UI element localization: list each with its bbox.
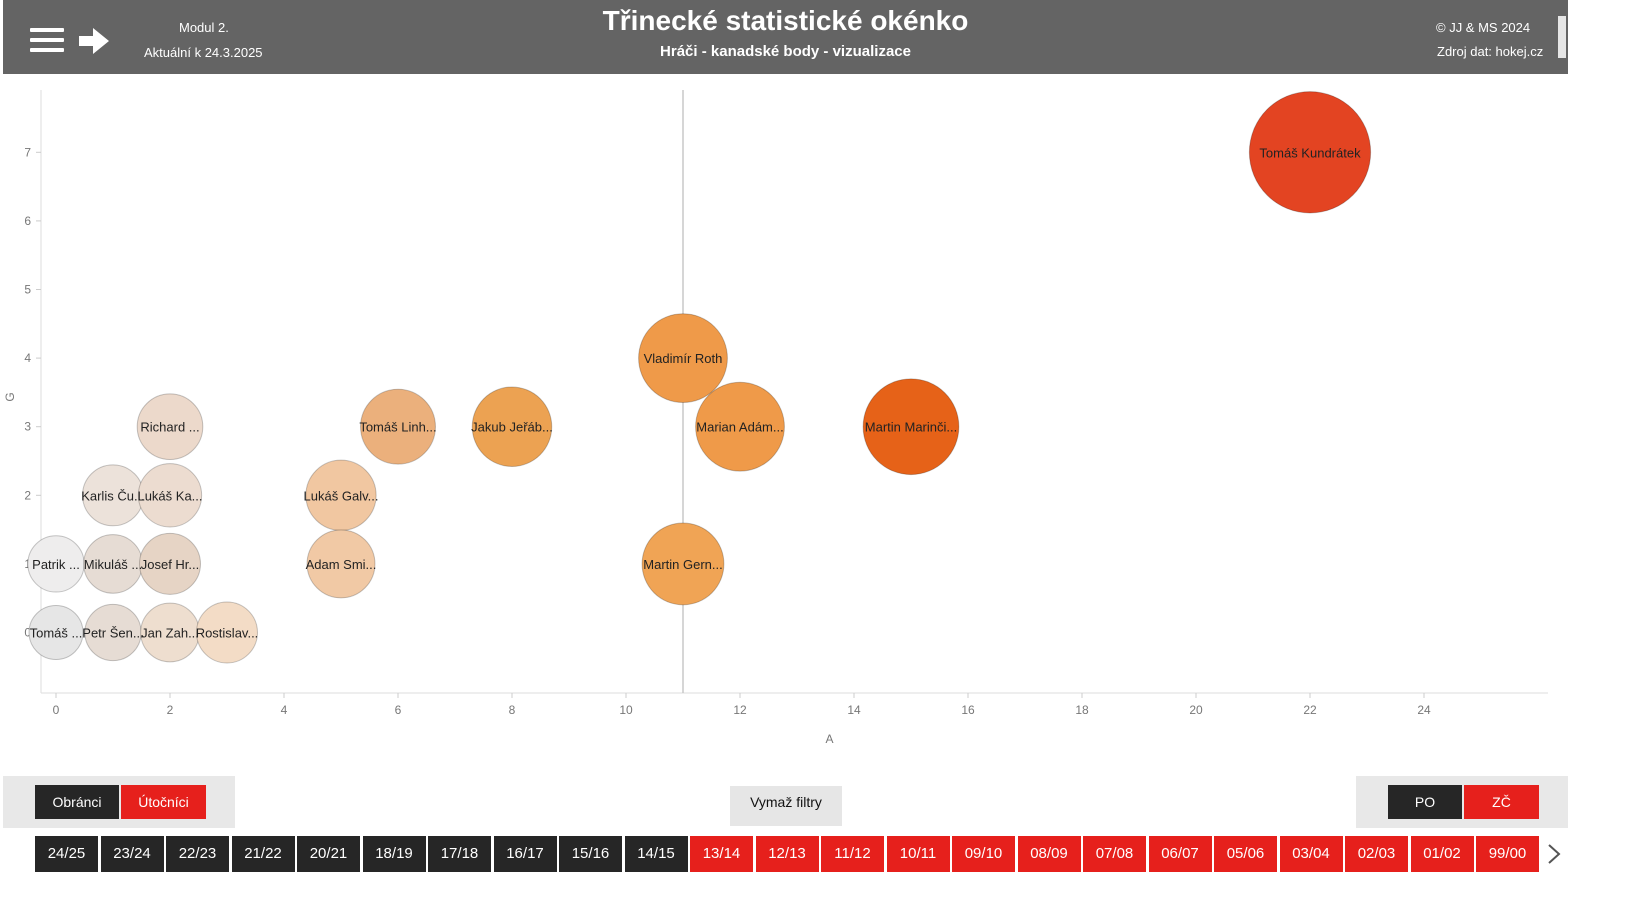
bubble-label: Richard ...: [140, 420, 199, 435]
header-bar: Modul 2. Aktuální k 24.3.2025 Třinecké s…: [3, 0, 1568, 74]
bubble-label: Adam Smi...: [306, 557, 377, 572]
bubble-label: Marian Adám...: [696, 420, 783, 435]
menu-icon[interactable]: [30, 26, 66, 54]
bubble-label: Jakub Jeřáb...: [471, 420, 553, 435]
season-button[interactable]: 22/23: [166, 836, 229, 872]
bubble-label: Patrik ...: [32, 557, 80, 572]
y-tick-label: 6: [24, 214, 31, 228]
y-tick-label: 1: [24, 557, 31, 571]
bubble[interactable]: [136, 393, 204, 461]
season-button[interactable]: 07/08: [1083, 836, 1146, 872]
source-label: Zdroj dat: hokej.cz: [1437, 44, 1544, 59]
clear-filters-button[interactable]: Vymaž filtry: [730, 786, 842, 826]
x-tick-label: 12: [733, 703, 747, 717]
x-axis-label: A: [825, 732, 833, 746]
y-tick-label: 2: [24, 488, 31, 502]
season-button[interactable]: 14/15: [624, 836, 688, 872]
x-tick-label: 14: [847, 703, 861, 717]
bubble-label: Lukáš Ka...: [137, 488, 202, 503]
y-tick-label: 3: [24, 420, 31, 434]
forwards-button[interactable]: Útočníci: [121, 785, 206, 819]
y-tick-label: 7: [24, 145, 31, 159]
y-tick-label: 5: [24, 283, 31, 297]
bubble[interactable]: [695, 381, 785, 472]
bubble[interactable]: [638, 313, 728, 404]
x-tick-label: 18: [1075, 703, 1089, 717]
bubble[interactable]: [641, 522, 725, 606]
x-tick-label: 6: [395, 703, 402, 717]
y-tick-label: 4: [24, 351, 31, 365]
module-label: Modul 2.: [179, 20, 229, 35]
bubble[interactable]: [139, 532, 201, 595]
season-button[interactable]: 20/21: [297, 836, 360, 872]
season-button[interactable]: 05/06: [1214, 836, 1277, 872]
x-tick-label: 20: [1189, 703, 1203, 717]
page-title: Třinecké statistické okénko: [602, 5, 969, 36]
x-tick-label: 16: [961, 703, 975, 717]
po-button[interactable]: PO: [1388, 785, 1462, 819]
season-button[interactable]: 99/00: [1476, 836, 1539, 872]
page-subtitle: Hráči - kanadské body - vizualizace: [660, 43, 911, 60]
arrow-right-icon[interactable]: [77, 26, 111, 56]
season-button[interactable]: 06/07: [1148, 836, 1212, 872]
defenders-button[interactable]: Obránci: [35, 785, 119, 819]
season-button[interactable]: 18/19: [362, 836, 426, 872]
bubble[interactable]: [1248, 91, 1372, 214]
season-button[interactable]: 11/12: [821, 836, 884, 872]
bubble-label: Tomáš Linh...: [359, 420, 436, 435]
chevron-right-icon[interactable]: [1546, 842, 1562, 866]
scrollbar-thumb[interactable]: [1558, 16, 1566, 58]
season-button[interactable]: 02/03: [1345, 836, 1408, 872]
bubble-label: Rostislav...: [196, 626, 259, 641]
bubble-label: Karlis Ču...: [81, 488, 145, 503]
season-button[interactable]: 21/22: [231, 836, 295, 872]
bubble[interactable]: [28, 605, 84, 660]
season-button[interactable]: 16/17: [493, 836, 557, 872]
x-tick-label: 24: [1417, 703, 1431, 717]
season-button[interactable]: 17/18: [428, 836, 491, 872]
bubble-label: Mikuláš ...: [84, 557, 143, 572]
season-button[interactable]: 13/14: [690, 836, 753, 872]
bubble-label: Martin Gern...: [643, 557, 722, 572]
bubble[interactable]: [471, 386, 553, 467]
x-tick-label: 0: [53, 703, 60, 717]
season-button[interactable]: 15/16: [559, 836, 622, 872]
bubble[interactable]: [360, 388, 436, 465]
bubble-label: Petr Šen...: [82, 626, 143, 641]
bubble-label: Jan Zah...: [141, 626, 199, 641]
season-button[interactable]: 10/11: [886, 836, 950, 872]
x-tick-label: 4: [281, 703, 288, 717]
bubble[interactable]: [196, 601, 258, 664]
competition-filter-panel: PO ZČ: [1356, 776, 1568, 828]
season-button[interactable]: 23/24: [100, 836, 164, 872]
bubble-chart: -202468101214161820222401234567 Tomáš Ku…: [3, 90, 1548, 746]
y-tick-label: 0: [24, 626, 31, 640]
bubble-label: Tomáš Kundrátek: [1259, 145, 1361, 160]
zc-button[interactable]: ZČ: [1464, 785, 1539, 819]
season-button[interactable]: 09/10: [952, 836, 1015, 872]
bubble[interactable]: [862, 378, 960, 476]
bubble-label: Lukáš Galv...: [304, 488, 379, 503]
position-filter-panel: Obránci Útočníci: [3, 776, 235, 828]
season-button[interactable]: 03/04: [1279, 836, 1343, 872]
bubble[interactable]: [137, 463, 203, 528]
x-tick-label: 8: [509, 703, 516, 717]
x-tick-label: 10: [619, 703, 633, 717]
bubble[interactable]: [306, 529, 376, 599]
x-tick-label: 2: [167, 703, 174, 717]
updated-label: Aktuální k 24.3.2025: [144, 45, 263, 60]
season-button[interactable]: 24/25: [35, 836, 98, 872]
y-axis-label: G: [3, 392, 17, 401]
x-tick-label: 22: [1303, 703, 1317, 717]
season-button[interactable]: 08/09: [1017, 836, 1081, 872]
bubble-label: Martin Marinči...: [865, 420, 957, 435]
season-button[interactable]: 01/02: [1410, 836, 1474, 872]
season-button[interactable]: 12/13: [755, 836, 819, 872]
copyright-label: © JJ & MS 2024: [1436, 20, 1531, 35]
bubble-label: Tomáš ...: [30, 626, 83, 641]
bubble-label: Josef Hr...: [141, 557, 200, 572]
bubble-label: Vladimír Roth: [644, 351, 723, 366]
